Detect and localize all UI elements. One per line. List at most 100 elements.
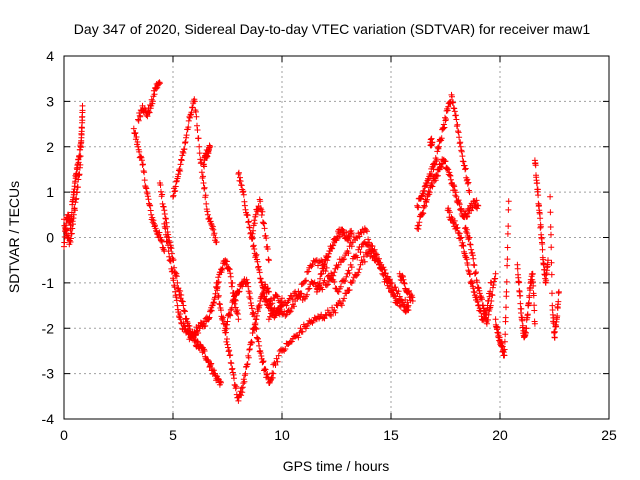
data-point (207, 143, 214, 150)
data-point (287, 292, 294, 299)
data-point (534, 186, 541, 193)
data-point (474, 205, 481, 212)
data-point (320, 267, 327, 274)
data-point (191, 98, 198, 105)
data-point (534, 180, 541, 186)
data-point (462, 166, 469, 173)
data-point (377, 259, 384, 266)
data-point (338, 302, 345, 309)
data-point (173, 297, 180, 304)
data-point (79, 113, 86, 120)
data-point (232, 382, 239, 389)
data-point (364, 228, 370, 235)
data-point (272, 362, 279, 368)
data-point (177, 161, 184, 168)
data-point (392, 284, 399, 291)
data-point (337, 283, 344, 290)
data-point (425, 176, 432, 183)
data-point (236, 288, 243, 295)
data-point (233, 383, 240, 390)
data-point (429, 183, 436, 190)
data-point (208, 307, 215, 314)
data-point (502, 314, 509, 321)
data-point (321, 260, 328, 267)
data-point (343, 273, 350, 280)
data-point (341, 256, 348, 263)
data-point (305, 268, 312, 275)
data-point (468, 207, 475, 214)
data-point (227, 312, 234, 319)
data-point (165, 242, 172, 249)
x-axis-label: GPS time / hours (283, 458, 390, 474)
data-point (376, 255, 382, 262)
data-point (362, 226, 369, 233)
data-point (405, 307, 412, 314)
data-point (227, 273, 234, 280)
data-point (525, 299, 532, 306)
data-point (450, 99, 457, 106)
data-point (331, 269, 338, 276)
data-point (202, 192, 209, 199)
data-point (259, 359, 266, 365)
data-point (241, 202, 248, 209)
data-point (196, 150, 203, 157)
data-point (323, 264, 330, 271)
data-point (547, 224, 554, 230)
data-point (201, 184, 208, 191)
data-point (254, 258, 261, 265)
data-point (430, 166, 437, 173)
data-point (259, 208, 266, 215)
data-point (137, 113, 144, 120)
data-point (257, 350, 264, 356)
data-point (475, 202, 482, 209)
data-point (72, 207, 78, 214)
data-point (177, 288, 184, 294)
data-point (297, 325, 304, 332)
data-point (539, 246, 546, 253)
data-point (69, 225, 76, 232)
data-point (354, 254, 361, 261)
data-point (260, 285, 267, 292)
data-point (135, 143, 142, 150)
data-point (204, 208, 211, 215)
data-point (332, 309, 339, 316)
data-point (73, 195, 80, 202)
data-point (309, 261, 316, 268)
data-point (451, 217, 458, 224)
data-point (501, 338, 508, 345)
data-point (346, 233, 353, 240)
data-point (473, 269, 479, 276)
data-point (264, 246, 271, 252)
data-point (170, 277, 177, 284)
data-point (183, 132, 190, 139)
data-point (151, 91, 158, 98)
data-point (452, 192, 459, 199)
data-point (241, 372, 248, 379)
data-point (346, 270, 353, 276)
data-point (258, 212, 265, 218)
data-point (263, 235, 270, 242)
data-point (227, 352, 234, 358)
data-point (356, 233, 363, 240)
data-point (331, 307, 338, 314)
data-point (264, 285, 271, 292)
data-point (153, 85, 160, 92)
data-point (177, 311, 184, 317)
data-point (526, 294, 533, 301)
data-point (371, 246, 378, 253)
data-point (77, 161, 84, 168)
data-point (386, 280, 393, 287)
data-point (327, 311, 333, 318)
data-point (433, 158, 440, 165)
data-point (324, 307, 331, 314)
data-point (265, 288, 272, 295)
data-point (261, 220, 267, 227)
data-point (555, 298, 562, 305)
data-point (213, 279, 220, 286)
data-point (356, 266, 363, 273)
data-point (136, 148, 143, 155)
data-point (360, 253, 367, 260)
data-point (135, 117, 142, 124)
data-point (241, 378, 248, 385)
data-point (317, 275, 324, 282)
